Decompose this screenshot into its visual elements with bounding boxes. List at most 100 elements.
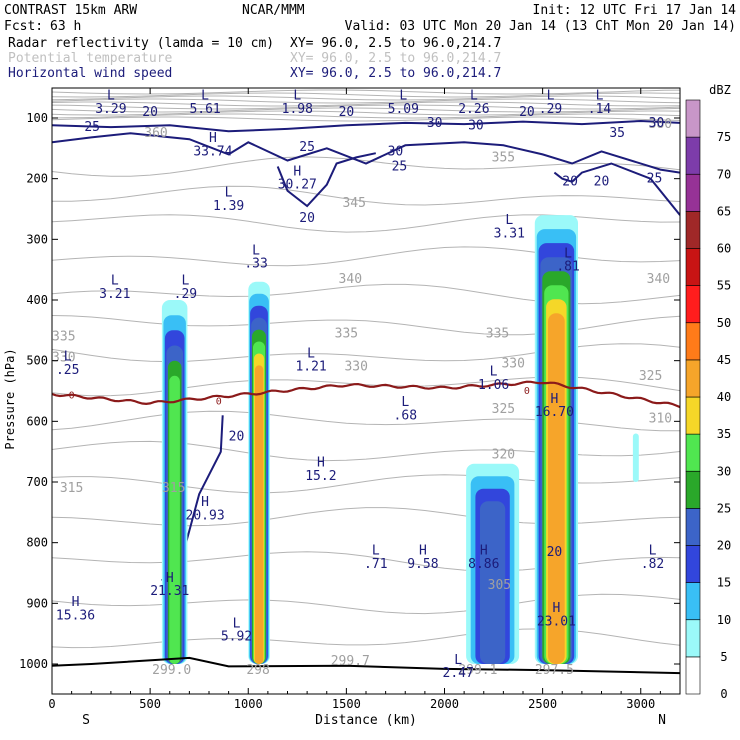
wind-label: 30 <box>427 116 443 131</box>
extremum-marker: L <box>225 186 233 201</box>
colorbar-swatch <box>685 545 701 583</box>
colorbar-swatch <box>685 582 701 620</box>
y-tick-label: 600 <box>26 414 48 428</box>
extremum-marker: L <box>111 274 119 289</box>
extremum-value: 5.09 <box>388 102 419 117</box>
model-title: CONTRAST 15km ARW <box>4 3 137 18</box>
extremum-value: 15.2 <box>305 469 336 484</box>
extremum-value: 23.01 <box>537 615 576 630</box>
extremum-marker: H <box>209 131 217 146</box>
wind-label: 20 <box>229 430 245 445</box>
colorbar-swatch <box>685 396 701 435</box>
extremum-marker: L <box>233 616 241 631</box>
colorbar-tick-label: 45 <box>717 353 731 367</box>
theta-label: 330 <box>52 351 75 366</box>
extremum-value: 5.92 <box>221 630 252 645</box>
reflectivity-cell <box>632 433 639 482</box>
extremum-marker: H <box>480 544 488 559</box>
colorbar-tick-label: 60 <box>717 242 731 256</box>
extremum-value: .71 <box>364 557 387 572</box>
wind-contour-line <box>52 119 680 133</box>
colorbar: dBZ 0 5 10 15 20 25 30 35 40 45 50 55 60 65 70 75 <box>685 83 731 701</box>
wind-label: 20 <box>339 105 355 120</box>
colorbar-tick-label: 25 <box>717 501 731 515</box>
theta-label: 299.1 <box>458 663 497 678</box>
extremum-value: 8.86 <box>468 557 499 572</box>
theta-label: 320 <box>492 448 515 463</box>
theta-label: 380 <box>649 117 672 132</box>
extremum-value: 3.29 <box>95 102 126 117</box>
colorbar-swatch <box>685 99 701 138</box>
freezing-level-label: 0 <box>524 386 530 397</box>
reflectivity-cell <box>169 375 180 664</box>
extremum-marker: L <box>399 89 407 104</box>
colorbar-swatch <box>685 656 701 695</box>
theta-contour-line <box>52 156 680 177</box>
freezing-level-label: 0 <box>69 391 75 402</box>
colorbar-tick-label: 30 <box>717 464 731 478</box>
colorbar-swatch <box>685 136 701 175</box>
wind-label: 20 <box>142 105 158 120</box>
field-2-name: Potential temperature <box>8 51 173 66</box>
theta-label: 325 <box>639 369 662 384</box>
extremum-marker: L <box>649 544 657 559</box>
colorbar-tick-label: 75 <box>717 130 731 144</box>
x-tick-label: 2500 <box>528 697 557 711</box>
colorbar-swatch <box>685 433 701 472</box>
extremum-marker: L <box>454 653 462 668</box>
colorbar-tick-label: 20 <box>717 539 731 553</box>
wind-label: 20 <box>519 105 535 120</box>
wind-label: 20 <box>562 175 578 190</box>
colorbar-swatch <box>685 470 701 509</box>
theta-label: 335 <box>335 326 358 341</box>
extremum-value: 1.21 <box>295 360 326 375</box>
wind-label: 20 <box>594 175 610 190</box>
extremum-marker: H <box>552 601 560 616</box>
extremum-marker: H <box>550 392 558 407</box>
wind-label: 20 <box>299 211 315 226</box>
colorbar-tick-label: 10 <box>717 613 731 627</box>
theta-label: 299.7 <box>331 654 370 669</box>
theta-contour-line <box>52 107 680 113</box>
wind-label: 25 <box>84 120 100 135</box>
y-tick-label: 200 <box>26 172 48 186</box>
colorbar-tick-label: 0 <box>720 687 727 701</box>
south-label: S <box>82 713 90 728</box>
theta-label: 299.0 <box>152 663 191 678</box>
theta-label: 325 <box>492 402 515 417</box>
y-tick-label: 900 <box>26 596 48 610</box>
theta-contour-line <box>52 113 680 119</box>
field-2-xy: XY= 96.0, 2.5 to 96.0,214.7 <box>290 51 501 66</box>
theta-contour-line <box>52 89 680 95</box>
extremum-value: 21.31 <box>150 584 189 599</box>
extremum-value: 1.06 <box>478 378 509 393</box>
theta-label: 310 <box>649 411 672 426</box>
field-3-name: Horizontal wind speed <box>8 66 172 81</box>
extremum-value: 1.39 <box>213 199 244 214</box>
y-tick-label: 300 <box>26 232 48 246</box>
extremum-marker: L <box>107 89 115 104</box>
wind-label: 30 <box>468 118 484 133</box>
theta-label: 335 <box>486 326 509 341</box>
x-tick-label: 1500 <box>332 697 361 711</box>
theta-contour-line <box>52 214 680 233</box>
theta-label: 330 <box>344 360 367 375</box>
colorbar-tick-label: 65 <box>717 204 731 218</box>
x-axis-label: Distance (km) <box>315 713 417 728</box>
extremum-marker: L <box>64 349 72 364</box>
theta-contour-line <box>52 92 680 98</box>
theta-contour-line <box>52 104 680 110</box>
wind-label: 20 <box>547 545 563 560</box>
theta-label: 340 <box>339 272 362 287</box>
y-tick-label: 500 <box>26 354 48 368</box>
extremum-value: 5.61 <box>189 102 220 117</box>
theta-contour-line <box>52 116 680 122</box>
plot-background <box>52 88 680 694</box>
x-tick-label: 3000 <box>626 697 655 711</box>
y-tick-label: 700 <box>26 475 48 489</box>
theta-contour-line <box>52 98 680 104</box>
extremum-value: 2.26 <box>458 102 489 117</box>
reflectivity-cell <box>254 365 264 664</box>
wind-label: 25 <box>392 160 408 175</box>
